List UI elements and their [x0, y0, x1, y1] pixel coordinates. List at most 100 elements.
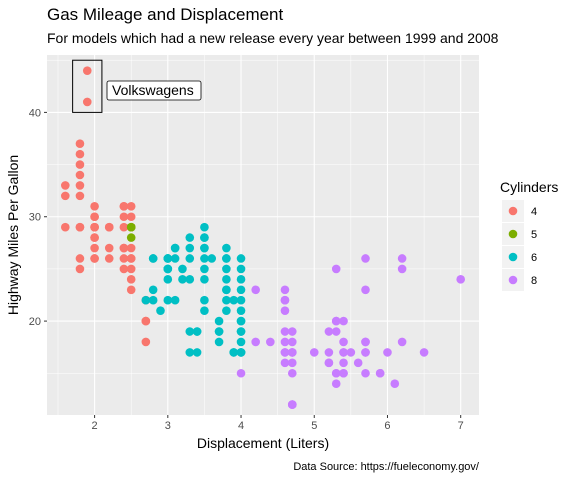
data-point-cyl-6	[222, 264, 231, 274]
data-point-cyl-6	[214, 327, 224, 336]
legend-label-4: 4	[531, 206, 537, 218]
data-point-cyl-4	[104, 243, 114, 253]
x-tick-label: 6	[384, 420, 390, 432]
data-point-cyl-4	[75, 264, 85, 274]
data-point-cyl-8	[280, 306, 290, 315]
data-point-cyl-6	[148, 285, 158, 295]
data-point-cyl-6	[222, 275, 231, 284]
x-tick-label: 7	[458, 420, 464, 432]
data-point-cyl-6	[229, 348, 239, 357]
data-point-cyl-5	[126, 233, 136, 242]
data-point-cyl-6	[214, 337, 224, 347]
y-tick-label: 30	[29, 212, 41, 224]
data-point-cyl-8	[280, 348, 290, 357]
legend-title: Cylinders	[500, 179, 558, 195]
data-point-cyl-6	[200, 306, 209, 315]
data-point-cyl-6	[192, 348, 202, 357]
data-point-cyl-6	[170, 295, 180, 305]
data-point-cyl-4	[75, 191, 85, 201]
data-point-cyl-6	[236, 285, 246, 295]
legend-label-6: 6	[531, 252, 537, 264]
data-point-cyl-4	[90, 243, 99, 253]
data-point-cyl-4	[104, 254, 114, 263]
data-point-cyl-8	[456, 275, 465, 284]
data-point-cyl-8	[397, 337, 407, 347]
data-point-cyl-6	[192, 327, 202, 336]
data-point-cyl-6	[222, 254, 231, 263]
x-axis-title: Displacement (Liters)	[197, 435, 329, 451]
data-point-cyl-4	[119, 254, 129, 263]
data-point-cyl-4	[75, 160, 85, 169]
data-point-cyl-8	[287, 400, 297, 409]
data-point-cyl-8	[266, 337, 275, 347]
data-point-cyl-4	[119, 264, 129, 274]
data-point-cyl-8	[390, 379, 400, 388]
annotation-box	[72, 59, 103, 113]
data-point-cyl-5	[126, 222, 136, 232]
x-axis-ticks: 2 3 4 5 6 7	[92, 415, 464, 432]
data-point-cyl-8	[287, 337, 297, 347]
data-point-cyl-4	[75, 139, 85, 148]
data-point-cyl-8	[331, 379, 341, 388]
data-point-cyl-8	[339, 337, 348, 347]
data-point-cyl-8	[397, 264, 407, 274]
data-point-cyl-4	[61, 191, 70, 201]
data-point-cyl-8	[324, 327, 334, 336]
minor-gridlines	[47, 55, 479, 415]
legend-key-8	[508, 275, 518, 285]
data-point-cyl-4	[61, 222, 70, 232]
data-point-cyl-4	[75, 181, 85, 190]
data-point-cyl-8	[287, 348, 297, 357]
data-point-cyl-6	[163, 275, 173, 284]
data-point-cyl-6	[236, 327, 246, 336]
data-point-cyl-4	[126, 212, 136, 222]
data-point-cyl-8	[331, 368, 341, 378]
data-point-cyl-4	[126, 254, 136, 263]
data-point-cyl-4	[141, 316, 151, 326]
data-point-cyl-8	[361, 337, 370, 347]
y-axis-ticks: 20 30 40	[29, 107, 47, 328]
data-point-cyl-6	[236, 295, 246, 305]
chart-title: Gas Mileage and Displacement	[47, 5, 284, 24]
data-point-cyl-4	[126, 202, 136, 211]
data-point-cyl-6	[163, 295, 173, 305]
data-point-cyl-8	[339, 358, 348, 368]
x-tick-label: 3	[165, 420, 171, 432]
data-point-cyl-8	[397, 254, 407, 263]
x-tick-label: 5	[311, 420, 317, 432]
data-point-cyl-4	[126, 243, 136, 253]
data-point-cyl-8	[361, 348, 370, 357]
data-point-cyl-8	[331, 327, 341, 336]
data-point-cyl-8	[280, 285, 290, 295]
data-point-cyl-4	[104, 222, 114, 232]
data-point-cyl-8	[339, 316, 348, 326]
data-point-cyl-8	[280, 295, 290, 305]
data-point-cyl-8	[251, 285, 260, 295]
data-point-cyl-6	[236, 306, 246, 315]
data-point-cyl-6	[236, 316, 246, 326]
data-point-cyl-6	[185, 275, 195, 284]
data-point-cyl-6	[236, 264, 246, 274]
data-point-cyl-8	[251, 337, 260, 347]
data-point-cyl-6	[163, 264, 173, 274]
data-point-cyl-6	[185, 233, 195, 242]
legend-key-4	[508, 206, 518, 216]
data-point-cyl-6	[200, 243, 209, 253]
data-point-cyl-6	[207, 254, 217, 263]
data-point-cyl-6	[222, 285, 231, 295]
annotation-label-text: Volkswagens	[112, 82, 194, 98]
chart-caption: Data Source: https://fueleconomy.gov/	[293, 461, 480, 473]
data-point-cyl-8	[309, 348, 319, 357]
data-point-cyl-8	[339, 348, 348, 357]
data-point-cyl-8	[361, 368, 370, 378]
data-point-cyl-6	[200, 222, 209, 232]
data-point-cyl-6	[185, 254, 195, 263]
legend-label-5: 5	[531, 229, 537, 241]
legend-label-8: 8	[531, 275, 537, 287]
data-point-cyl-6	[236, 254, 246, 263]
data-point-cyl-6	[214, 316, 224, 326]
data-point-cyl-8	[346, 348, 356, 357]
data-point-cyl-4	[75, 222, 85, 232]
data-point-cyl-6	[236, 337, 246, 347]
